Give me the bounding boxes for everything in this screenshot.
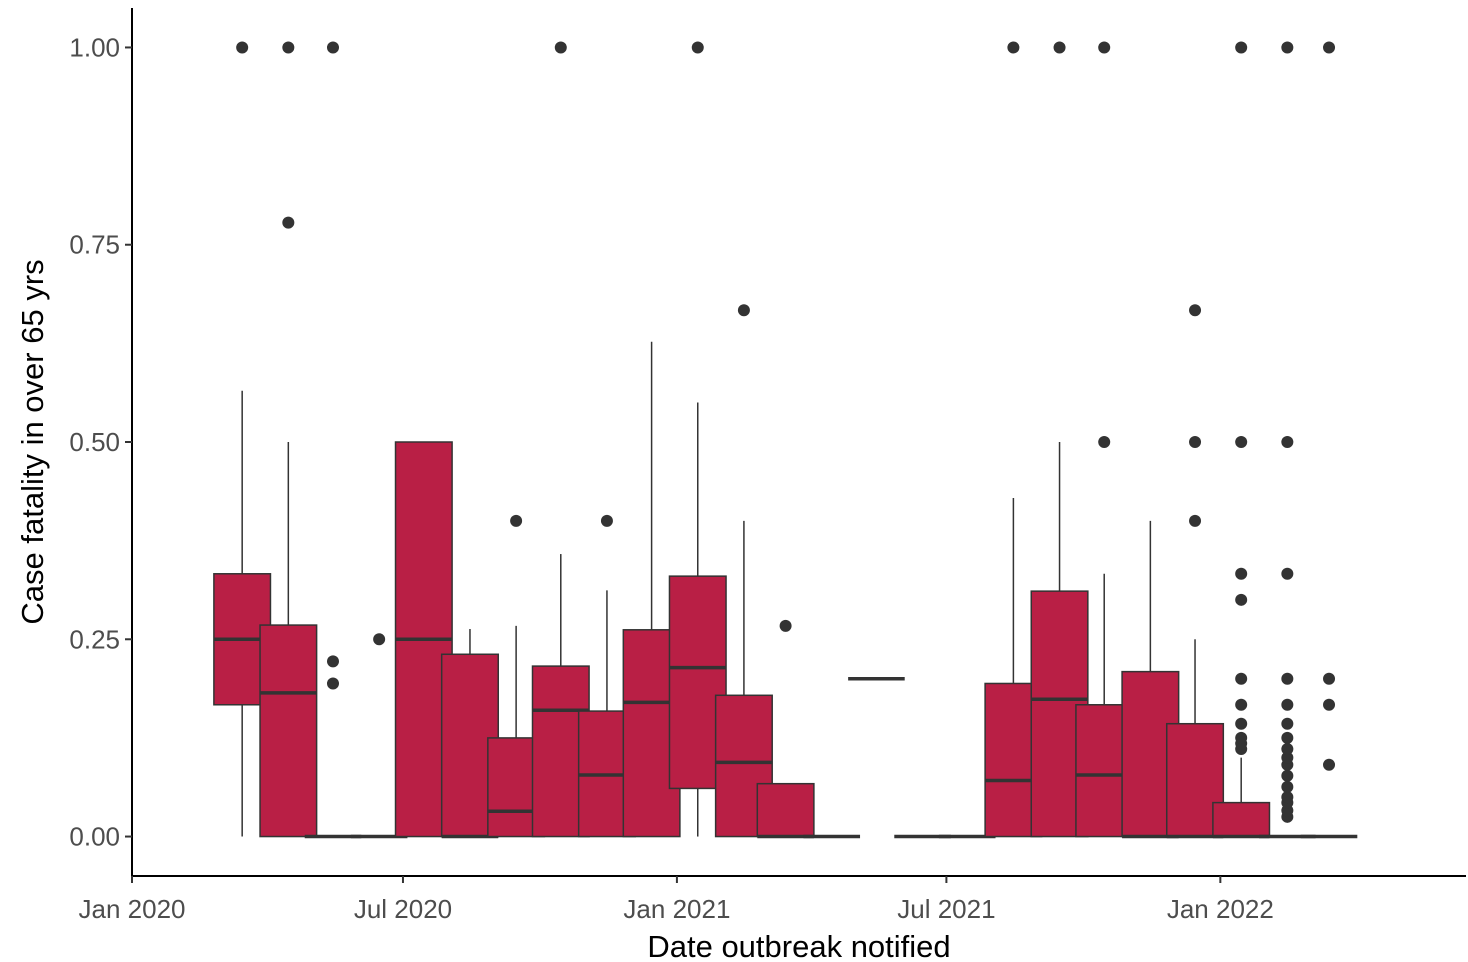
outlier-point: [1007, 41, 1020, 54]
iqr-box: [259, 624, 318, 838]
x-tick-label: Jan 2021: [623, 894, 730, 924]
box-2022-01: [1212, 41, 1271, 839]
outlier-point: [691, 41, 704, 54]
outlier-point: [779, 619, 792, 632]
y-axis-title: Case fatality in over 65 yrs: [15, 259, 50, 624]
outlier-point: [1281, 41, 1294, 54]
outlier-point: [1235, 567, 1248, 580]
outlier-point: [1281, 751, 1294, 764]
outlier-point: [373, 633, 386, 646]
outlier-point: [1281, 742, 1294, 755]
y-axis-ticks: 0.00 0.25 0.50 0.75 1.00: [69, 32, 132, 852]
outlier-point: [1281, 672, 1294, 685]
outlier-point: [1053, 41, 1066, 54]
box-2021-12: [1165, 304, 1225, 839]
outlier-point: [1189, 304, 1202, 317]
y-tick-label: 0.25: [69, 624, 120, 654]
box-2021-02: [714, 304, 773, 838]
outlier-point: [1281, 436, 1294, 448]
outlier-point: [1281, 791, 1294, 804]
outlier-point: [1323, 672, 1336, 685]
outlier-point: [1189, 514, 1202, 527]
outlier-point: [1281, 698, 1294, 711]
outlier-point: [1281, 769, 1294, 782]
outlier-point: [1098, 436, 1111, 448]
outlier-point: [1235, 593, 1248, 606]
iqr-box: [1212, 801, 1271, 838]
outlier-point: [326, 677, 339, 690]
outlier-point: [554, 41, 567, 54]
outlier-point: [510, 514, 523, 527]
outlier-point: [282, 41, 295, 54]
x-tick-label: Jul 2021: [897, 894, 995, 924]
outlier-point: [326, 655, 339, 668]
x-tick-label: Jul 2020: [354, 894, 452, 924]
iqr-box: [756, 782, 815, 838]
outlier-point: [1323, 41, 1336, 54]
outlier-point: [1281, 567, 1294, 580]
y-tick-label: 1.00: [69, 32, 120, 62]
outlier-point: [236, 41, 249, 54]
box-2021-03: [756, 619, 815, 839]
outlier-point: [600, 514, 613, 527]
outlier-point: [1323, 698, 1336, 711]
outlier-point: [1323, 758, 1336, 771]
x-axis-title: Date outbreak notified: [647, 929, 950, 962]
outlier-point: [326, 41, 339, 54]
x-tick-label: Jan 2020: [79, 894, 186, 924]
outlier-point: [1235, 672, 1248, 685]
outlier-point: [1098, 41, 1111, 54]
box-2022-03: [1300, 41, 1358, 839]
outlier-point: [1235, 717, 1248, 730]
outlier-point: [1281, 717, 1294, 730]
y-tick-label: 0.00: [69, 822, 120, 852]
outlier-point: [1281, 780, 1294, 793]
outlier-point: [737, 304, 750, 317]
y-tick-label: 0.75: [69, 230, 120, 260]
outlier-point: [1235, 731, 1248, 744]
plot-marks: [213, 41, 1358, 839]
outlier-point: [1189, 436, 1202, 448]
x-axis-ticks: Jan 2020 Jul 2020 Jan 2021 Jul 2021 Jan 2022: [79, 876, 1274, 924]
x-tick-label: Jan 2022: [1167, 894, 1274, 924]
outlier-point: [1235, 436, 1248, 448]
box-2020-07: [394, 441, 453, 838]
box-2022-02: [1259, 41, 1316, 839]
outlier-point: [282, 216, 295, 229]
outlier-point: [1235, 41, 1248, 54]
box-2020-04: [259, 41, 318, 838]
y-tick-label: 0.50: [69, 427, 120, 457]
outlier-point: [1281, 731, 1294, 744]
outlier-point: [1235, 698, 1248, 711]
